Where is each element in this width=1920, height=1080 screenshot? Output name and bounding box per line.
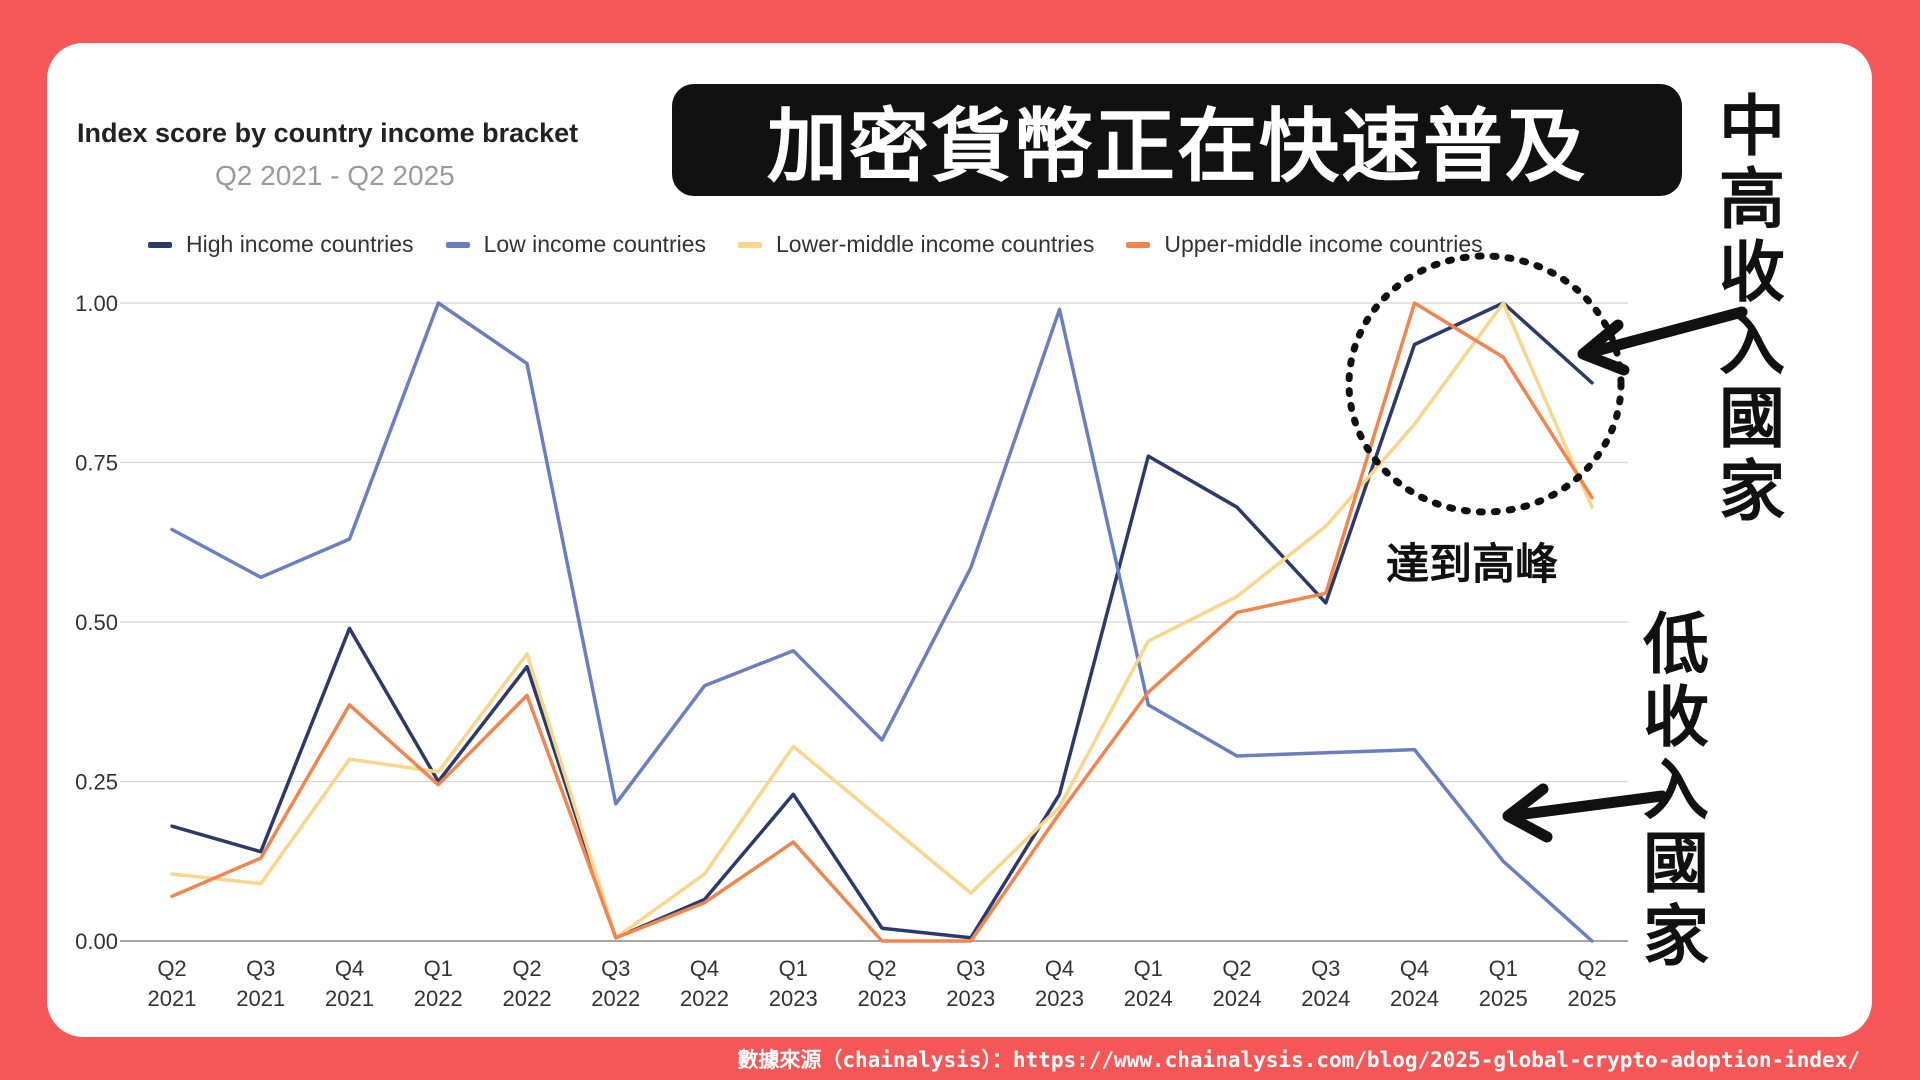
legend-label-high: High income countries <box>186 231 414 257</box>
y-tick-label: 0.25 <box>75 770 118 795</box>
y-tick-label: 0.00 <box>75 929 118 954</box>
x-tick-label: 2024 <box>1213 986 1262 1011</box>
series-line-upper-middle-income-countries <box>170 301 1594 943</box>
x-tick-label: 2021 <box>148 986 197 1011</box>
grid-layer: 0.00 0.25 0.50 0.75 1.00 Q2 2021 Q3 2021 Q4 2021 Q1… <box>75 291 1628 1011</box>
series-layer <box>170 301 1594 943</box>
x-tick-label: Q3 <box>601 956 630 981</box>
x-tick-label: 2022 <box>503 986 552 1011</box>
series-line-high-income-countries <box>170 301 1594 940</box>
arrow-icon <box>1502 783 1668 843</box>
source-caption: 數據來源（chainalysis）：https://www.chainalysi… <box>737 1048 1860 1072</box>
chart-title: Index score by country income bracket <box>77 118 579 148</box>
annotation-layer <box>1345 252 1748 843</box>
x-tick-label: 2024 <box>1301 986 1350 1011</box>
legend-label-lower-middle: Lower-middle income countries <box>776 231 1095 257</box>
y-tick-label: 1.00 <box>75 291 118 316</box>
arrow-icon <box>1577 306 1748 376</box>
x-tick-label: Q2 <box>157 956 186 981</box>
x-tick-label: Q1 <box>424 956 453 981</box>
x-tick-label: Q2 <box>867 956 896 981</box>
x-tick-label: 2023 <box>946 986 995 1011</box>
y-tick-label: 0.75 <box>75 451 118 476</box>
headline-text: 加密貨幣正在快速普及 <box>767 100 1587 193</box>
legend-item-lower-middle[interactable]: Lower-middle income countries <box>738 231 1094 258</box>
x-tick-label: Q4 <box>690 956 719 981</box>
x-tick-label: Q4 <box>1045 956 1074 981</box>
x-tick-label: Q4 <box>335 956 364 981</box>
x-tick-label: 2025 <box>1479 986 1528 1011</box>
x-tick-label: Q3 <box>1311 956 1340 981</box>
x-tick-label: 2023 <box>769 986 818 1011</box>
x-tick-label: 2024 <box>1124 986 1173 1011</box>
x-tick-label: 2025 <box>1568 986 1617 1011</box>
x-tick-label: 2022 <box>414 986 463 1011</box>
series-line-lower-middle-income-countries <box>170 301 1594 940</box>
legend-label-upper-middle: Upper-middle income countries <box>1164 231 1483 257</box>
legend-swatch-upper-middle <box>1126 241 1151 248</box>
chart-subtitle: Q2 2021 - Q2 2025 <box>215 160 455 191</box>
y-tick-label: 0.50 <box>75 610 118 635</box>
x-tick-label: 2022 <box>680 986 729 1011</box>
x-tick-label: Q1 <box>1134 956 1163 981</box>
x-tick-label: 2024 <box>1390 986 1439 1011</box>
legend-swatch-low <box>445 241 470 248</box>
legend-swatch-lower-middle <box>738 241 763 248</box>
annotation-mid-high-income: 中高收入國家 <box>1719 88 1785 530</box>
x-tick-label: Q2 <box>1222 956 1251 981</box>
legend-item-high[interactable]: High income countries <box>148 231 414 258</box>
x-tick-label: 2023 <box>858 986 907 1011</box>
annotation-low-income: 低收入國家 <box>1643 606 1709 975</box>
x-tick-label: Q3 <box>246 956 275 981</box>
legend-item-upper-middle[interactable]: Upper-middle income countries <box>1126 231 1483 258</box>
chart-legend: High income countries Low income countri… <box>148 231 1483 258</box>
x-tick-label: Q4 <box>1400 956 1429 981</box>
headline-banner: 加密貨幣正在快速普及 <box>672 84 1682 196</box>
x-tick-label: Q2 <box>1577 956 1606 981</box>
legend-item-low[interactable]: Low income countries <box>445 231 707 258</box>
annotation-peak: 達到高峰 <box>1386 540 1558 590</box>
x-tick-label: 2021 <box>325 986 374 1011</box>
x-tick-label: 2022 <box>591 986 640 1011</box>
legend-swatch-high <box>148 241 172 248</box>
x-tick-label: Q3 <box>956 956 985 981</box>
x-tick-label: Q1 <box>1489 956 1518 981</box>
legend-label-low: Low income countries <box>483 231 707 257</box>
chart-card <box>47 43 1872 1037</box>
series-line-low-income-countries <box>170 301 1594 943</box>
x-tick-label: 2023 <box>1035 986 1084 1011</box>
x-tick-label: Q2 <box>512 956 541 981</box>
peak-highlight-circle <box>1345 252 1625 516</box>
x-tick-label: 2021 <box>236 986 285 1011</box>
x-tick-label: Q1 <box>779 956 808 981</box>
